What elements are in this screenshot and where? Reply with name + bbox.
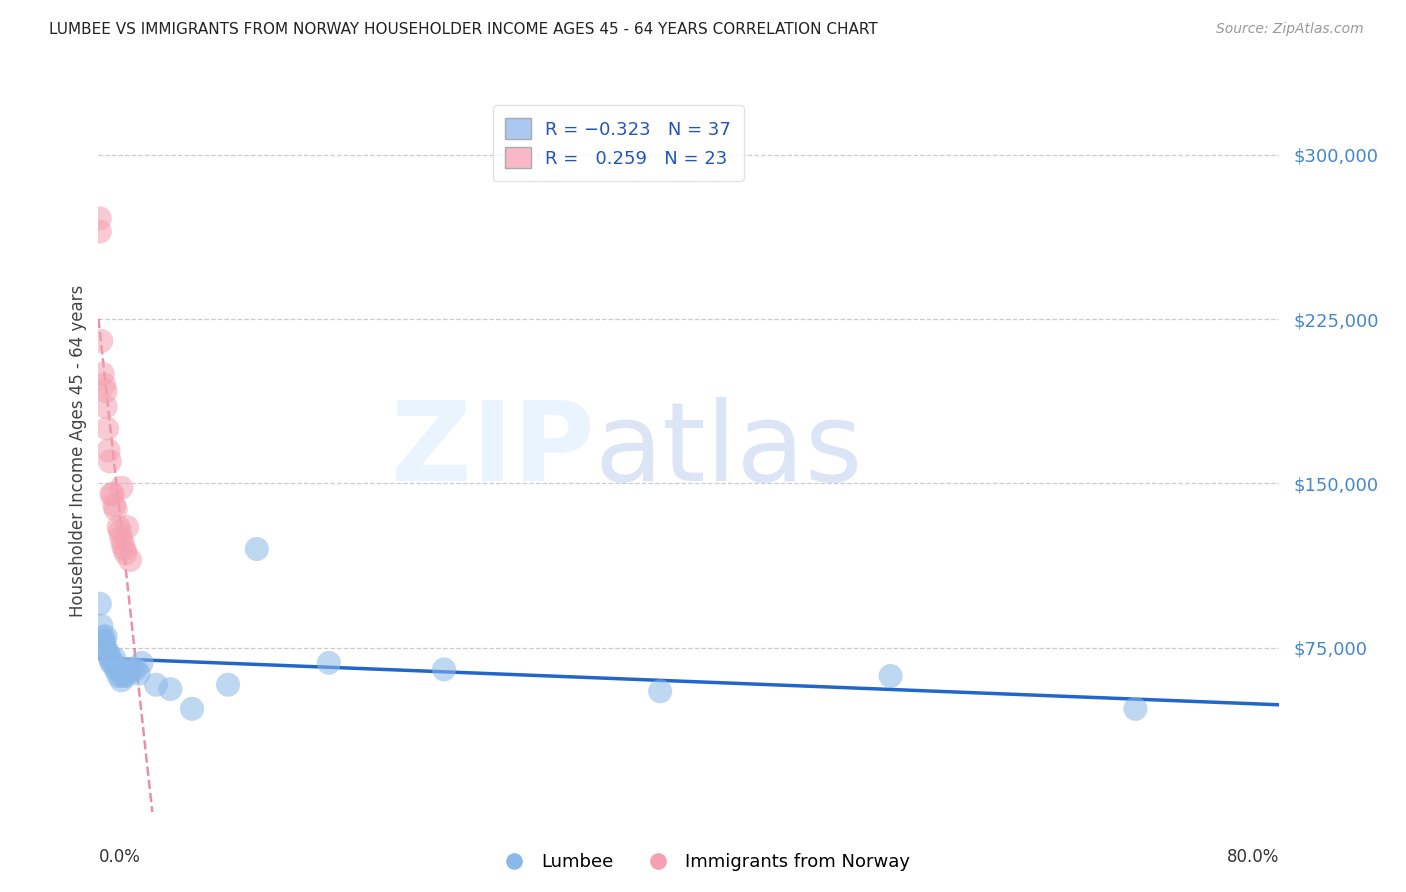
- Point: [101, 487, 124, 501]
- Point: [115, 662, 138, 676]
- Point: [112, 666, 135, 681]
- Point: [217, 678, 239, 692]
- Point: [114, 669, 136, 683]
- Point: [91, 630, 114, 644]
- Point: [246, 541, 269, 556]
- Point: [650, 684, 672, 698]
- Text: 0.0%: 0.0%: [98, 847, 141, 866]
- Point: [114, 546, 136, 560]
- Point: [120, 662, 142, 676]
- Point: [96, 421, 118, 435]
- Point: [1125, 702, 1147, 716]
- Point: [90, 334, 112, 348]
- Point: [131, 656, 153, 670]
- Point: [107, 669, 129, 683]
- Legend: Lumbee, Immigrants from Norway: Lumbee, Immigrants from Norway: [488, 847, 918, 879]
- Point: [93, 634, 115, 648]
- Point: [145, 678, 167, 692]
- Point: [111, 538, 134, 552]
- Point: [103, 498, 125, 512]
- Point: [879, 669, 901, 683]
- Point: [94, 640, 117, 655]
- Point: [125, 662, 148, 676]
- Text: Source: ZipAtlas.com: Source: ZipAtlas.com: [1216, 22, 1364, 37]
- Point: [104, 662, 127, 676]
- Point: [93, 377, 115, 392]
- Point: [110, 673, 132, 688]
- Point: [89, 225, 111, 239]
- Point: [101, 656, 124, 670]
- Point: [108, 524, 131, 539]
- Text: 80.0%: 80.0%: [1227, 847, 1279, 866]
- Point: [111, 669, 134, 683]
- Point: [103, 651, 125, 665]
- Point: [91, 634, 114, 648]
- Point: [100, 656, 122, 670]
- Point: [96, 645, 118, 659]
- Point: [110, 531, 132, 545]
- Point: [100, 487, 122, 501]
- Point: [98, 651, 121, 665]
- Point: [94, 400, 117, 414]
- Point: [94, 384, 117, 399]
- Point: [318, 656, 340, 670]
- Point: [107, 520, 129, 534]
- Point: [97, 647, 120, 661]
- Point: [94, 630, 117, 644]
- Point: [97, 443, 120, 458]
- Point: [89, 211, 111, 226]
- Point: [122, 662, 145, 676]
- Point: [91, 367, 114, 381]
- Point: [98, 454, 121, 468]
- Point: [159, 682, 181, 697]
- Point: [433, 662, 456, 676]
- Y-axis label: Householder Income Ages 45 - 64 years: Householder Income Ages 45 - 64 years: [69, 285, 87, 616]
- Point: [110, 481, 132, 495]
- Text: ZIP: ZIP: [391, 397, 595, 504]
- Point: [128, 666, 150, 681]
- Legend: R = −0.323   N = 37, R =   0.259   N = 23: R = −0.323 N = 37, R = 0.259 N = 23: [492, 105, 744, 180]
- Point: [104, 502, 127, 516]
- Text: atlas: atlas: [595, 397, 863, 504]
- Point: [181, 702, 204, 716]
- Point: [108, 662, 131, 676]
- Point: [89, 597, 111, 611]
- Point: [112, 541, 135, 556]
- Point: [90, 618, 112, 632]
- Point: [115, 520, 138, 534]
- Point: [120, 553, 142, 567]
- Point: [105, 662, 128, 676]
- Text: LUMBEE VS IMMIGRANTS FROM NORWAY HOUSEHOLDER INCOME AGES 45 - 64 YEARS CORRELATI: LUMBEE VS IMMIGRANTS FROM NORWAY HOUSEHO…: [49, 22, 877, 37]
